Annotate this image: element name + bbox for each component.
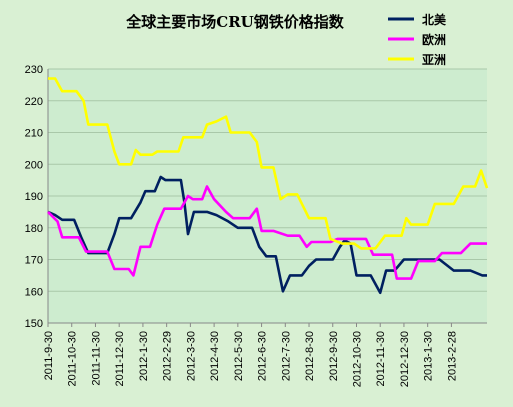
series-lines	[47, 77, 489, 295]
y-tick-label: 170	[25, 255, 43, 267]
x-tick-label: 2012-6-30	[257, 331, 269, 381]
series-line-2	[48, 77, 489, 250]
x-tick-label: 2012-10-30	[351, 331, 363, 387]
y-tick-label: 230	[25, 64, 43, 76]
x-tick-label: 2012-2-29	[162, 331, 174, 381]
series-line-1	[47, 185, 487, 280]
x-tick-label: 2011-9-30	[43, 331, 55, 380]
x-tick-label: 2012-9-30	[328, 331, 340, 381]
y-tick-label: 180	[25, 223, 43, 235]
x-tick-label: 2011-10-30	[67, 331, 79, 386]
legend-label-2: 亚洲	[422, 53, 446, 67]
x-tick-label: 2012-8-30	[304, 331, 316, 381]
x-tick-label: 2011-11-30	[90, 331, 102, 386]
y-tick-label: 200	[25, 159, 43, 171]
y-axis-ticks: 150 160 170 180 190 200 210 220 230	[25, 64, 43, 330]
x-tick-label: 2012-1-30	[138, 331, 150, 381]
x-tick-label: 2012-3-30	[185, 331, 197, 381]
y-tick-label: 210	[25, 128, 43, 140]
x-tick-label: 2011-12-30	[114, 331, 126, 386]
x-tick-label: 2013-1-30	[423, 331, 435, 381]
x-tick-label: 2012-11-30	[375, 331, 387, 386]
series-line-0	[47, 175, 487, 295]
legend-label-1: 欧洲	[422, 32, 446, 47]
y-tick-label: 220	[25, 96, 43, 108]
chart-title: 全球主要市场CRU钢铁价格指数	[125, 13, 344, 31]
x-tick-label: 2012-4-30	[209, 331, 221, 381]
x-tick-label: 2013-2-28	[446, 331, 458, 381]
x-tick-label: 2012-7-30	[280, 331, 292, 381]
legend-label-0: 北美	[422, 12, 447, 27]
y-tick-label: 190	[25, 191, 43, 203]
y-tick-label: 160	[25, 286, 43, 298]
y-tick-label: 150	[25, 318, 43, 330]
x-axis-ticks: 2011-9-30 2011-10-30 2011-11-30 2011-12-30 2…	[43, 323, 458, 387]
x-tick-label: 2012-12-30	[399, 331, 411, 387]
x-tick-label: 2012-5-30	[233, 331, 245, 381]
